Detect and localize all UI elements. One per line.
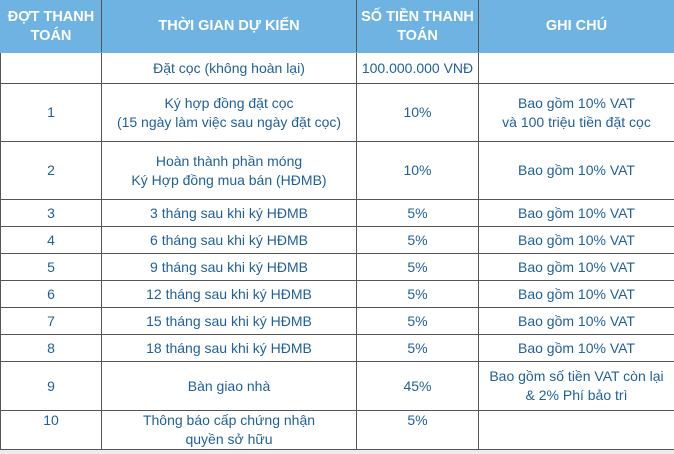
cell-amount: 5% <box>356 334 479 362</box>
cell-amount: 100.000.000 VNĐ <box>356 52 479 84</box>
cell-note-line: Bao gồm 10% VAT <box>518 231 635 248</box>
cell-time-line: 15 tháng sau khi ký HĐMB <box>146 312 312 329</box>
table-row: 2 Hoàn thành phần móng Ký Hợp đồng mua bán… <box>0 141 674 200</box>
table-row: 6 12 tháng sau khi ký HĐMB 5% Bao gồm 10% V… <box>0 280 674 308</box>
header-time: THỜI GIAN DỰ KIẾN <box>101 0 357 53</box>
cell-time-line: Ký Hợp đồng mua bán (HĐMB) <box>131 171 327 188</box>
cell-amount: 5% <box>356 410 479 450</box>
header-amount: SỐ TIỀN THANH TOÁN <box>356 0 479 53</box>
table-row: Đặt cọc (không hoàn lại) 100.000.000 VNĐ <box>0 52 674 84</box>
cell-amount: 5% <box>356 226 479 254</box>
cell-dot <box>0 52 102 84</box>
cell-time: 15 tháng sau khi ký HĐMB <box>101 307 357 335</box>
cell-note-line: Bao gồm 10% VAT <box>518 258 635 275</box>
cell-note: Bao gồm 10% VAT <box>478 280 674 308</box>
cell-time: Ký hợp đồng đặt cọc (15 ngày làm việc sau… <box>101 83 357 142</box>
cell-note-line: Bao gồm 10% VAT <box>518 285 635 302</box>
cell-note-line: & 2% Phí bảo trì <box>525 387 628 403</box>
header-row: ĐỢT THANH TOÁN THỜI GIAN DỰ KIẾN SỐ TIỀN… <box>0 0 674 53</box>
cell-amount: 5% <box>356 280 479 308</box>
cell-amount: 10% <box>356 83 479 142</box>
cell-time-line: 6 tháng sau khi ký HĐMB <box>150 231 308 248</box>
cell-amount: 5% <box>356 307 479 335</box>
cell-time: 9 tháng sau khi ký HĐMB <box>101 253 357 281</box>
table-row: 10 Thông báo cấp chứng nhận quyền sở hữu 5% <box>0 410 674 450</box>
cell-dot: 2 <box>0 141 102 200</box>
cell-dot: 10 <box>0 410 102 450</box>
cell-dot: 5 <box>0 253 102 281</box>
cell-note-line: Bao gồm 10% VAT <box>518 94 635 111</box>
cell-time-line: (15 ngày làm việc sau ngày đặt cọc) <box>116 113 342 130</box>
cell-amount: 10% <box>356 141 479 200</box>
cell-note-line: Bao gồm 10% VAT <box>518 339 635 356</box>
cell-dot: 3 <box>0 199 102 227</box>
cell-note: Bao gồm 10% VAT <box>478 141 674 200</box>
cell-time-line: Bàn giao nhà <box>187 377 271 394</box>
header-dot: ĐỢT THANH TOÁN <box>0 0 102 53</box>
cell-time-line: Thông báo cấp chứng nhận <box>142 412 316 428</box>
cell-note: Bao gồm 10% VAT <box>478 199 674 227</box>
cell-time-line: 9 tháng sau khi ký HĐMB <box>150 258 308 275</box>
cell-time: Bàn giao nhà <box>101 361 357 411</box>
cell-dot: 1 <box>0 83 102 142</box>
table-row: 1 Ký hợp đồng đặt cọc (15 ngày làm việc sa… <box>0 83 674 142</box>
cell-note <box>478 52 674 84</box>
cell-time: 6 tháng sau khi ký HĐMB <box>101 226 357 254</box>
cell-amount: 45% <box>356 361 479 411</box>
cell-time-line: 18 tháng sau khi ký HĐMB <box>146 339 312 356</box>
table-row: 7 15 tháng sau khi ký HĐMB 5% Bao gồm 10% V… <box>0 307 674 335</box>
cell-note: Bao gồm 10% VAT <box>478 253 674 281</box>
cell-time: 12 tháng sau khi ký HĐMB <box>101 280 357 308</box>
cell-note-line: Bao gồm 10% VAT <box>518 312 635 329</box>
cell-time: 18 tháng sau khi ký HĐMB <box>101 334 357 362</box>
cell-time-line: Ký hợp đồng đặt cọc <box>164 94 294 111</box>
cell-note <box>478 410 674 450</box>
cell-time: Hoàn thành phần móng Ký Hợp đồng mua bán … <box>101 141 357 200</box>
cell-note: Bao gồm 10% VAT và 100 triệu tiền đặt cọc <box>478 83 674 142</box>
cell-note-line: Bao gồm 10% VAT <box>518 162 635 178</box>
cell-note: Bao gồm 10% VAT <box>478 334 674 362</box>
cell-time-line: 12 tháng sau khi ký HĐMB <box>146 285 312 302</box>
cell-time: Đặt cọc (không hoàn lại) <box>101 52 357 84</box>
cell-time: 3 tháng sau khi ký HĐMB <box>101 199 357 227</box>
cell-dot: 7 <box>0 307 102 335</box>
cell-note-line: Bao gồm 10% VAT <box>518 204 635 221</box>
table-row: 5 9 tháng sau khi ký HĐMB 5% Bao gồm 10% VA… <box>0 253 674 281</box>
cell-note: Bao gồm số tiền VAT còn lại & 2% Phí bảo … <box>478 361 674 411</box>
cell-time-line: quyền sở hữu <box>185 431 273 447</box>
cell-amount: 5% <box>356 253 479 281</box>
cell-dot: 9 <box>0 361 102 411</box>
header-note: GHI CHÚ <box>478 0 674 53</box>
cell-note: Bao gồm 10% VAT <box>478 307 674 335</box>
cell-note-line: Bao gồm số tiền VAT còn lại <box>489 368 664 384</box>
cell-note-line: và 100 triệu tiền đặt cọc <box>502 113 651 130</box>
cell-time: Thông báo cấp chứng nhận quyền sở hữu <box>101 410 357 450</box>
table-row: 8 18 tháng sau khi ký HĐMB 5% Bao gồm 10% V… <box>0 334 674 362</box>
cell-dot: 8 <box>0 334 102 362</box>
table-row: 3 3 tháng sau khi ký HĐMB 5% Bao gồm 10% VA… <box>0 199 674 227</box>
cell-time-line: 3 tháng sau khi ký HĐMB <box>150 204 308 221</box>
cell-dot: 4 <box>0 226 102 254</box>
cell-dot: 6 <box>0 280 102 308</box>
cell-time-line: Đặt cọc (không hoàn lại) <box>153 59 305 76</box>
cell-amount: 5% <box>356 199 479 227</box>
cell-note: Bao gồm 10% VAT <box>478 226 674 254</box>
table-row: 9 Bàn giao nhà 45% Bao gồm số tiền VAT còn … <box>0 361 674 411</box>
table-row: 4 6 tháng sau khi ký HĐMB 5% Bao gồm 10% VA… <box>0 226 674 254</box>
cell-time-line: Hoàn thành phần móng <box>155 152 303 169</box>
